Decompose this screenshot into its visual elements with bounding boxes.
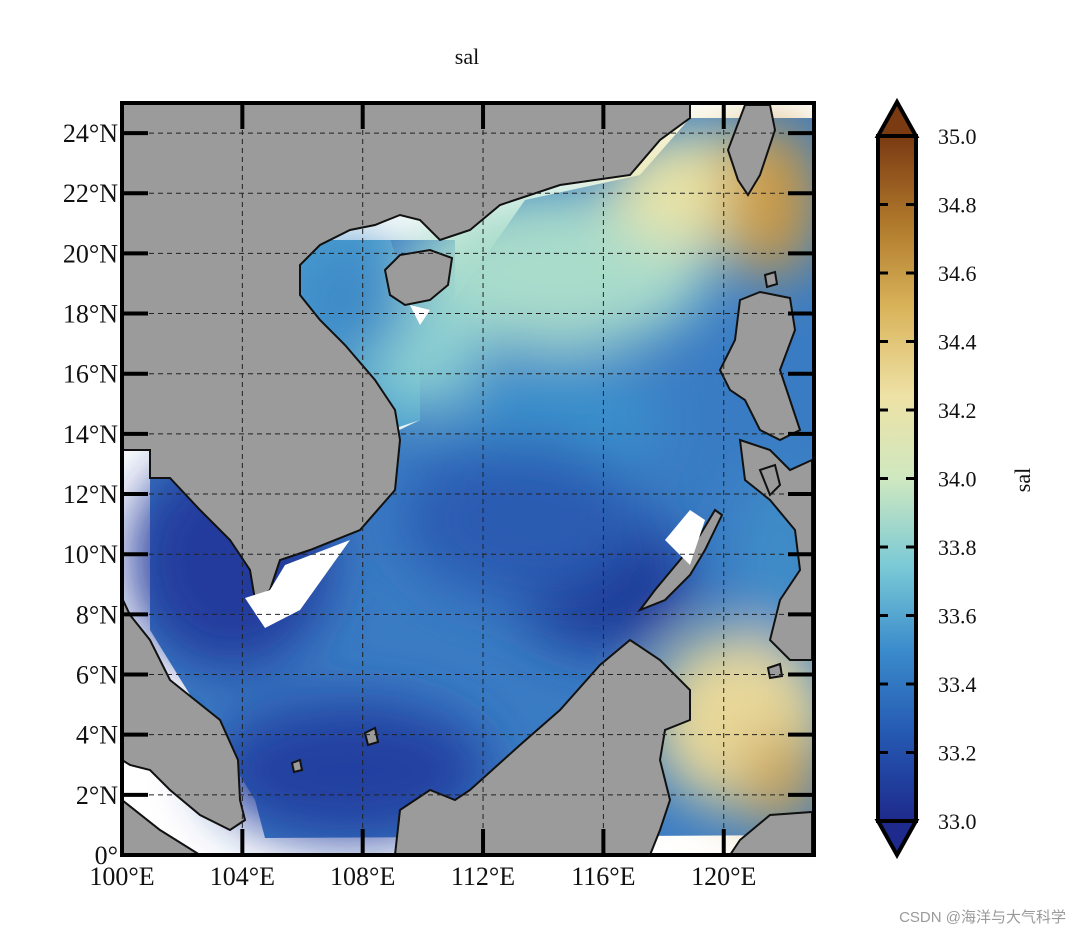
colorbar-extend-top [874,97,920,138]
xtick-label: 104°E [210,862,275,891]
xtick-label: 120°E [691,862,756,891]
ytick-label: 10°N [63,540,118,569]
colorbar-label: sal [1010,468,1035,492]
ytick-label: 20°N [63,239,118,268]
latitude-labels: 0° 2°N 4°N 6°N 8°N 10°N 12°N 14°N 16°N 18°N 20°N 22… [63,119,118,870]
colorbar-tick-label: 33.2 [938,741,977,766]
palawan-island [637,508,724,613]
borneo-island [393,638,691,855]
colorbar-tick-label: 34.2 [938,398,977,423]
xtick-label: 108°E [330,862,395,891]
taiwan-island [726,104,777,197]
longitude-labels: 100°E 104°E 108°E 112°E 116°E 120°E [89,862,756,891]
ytick-label: 6°N [76,661,118,690]
ytick-label: 16°N [63,360,118,389]
colorbar-tick-label: 34.0 [938,467,977,492]
figure-title: sal [455,44,479,69]
ytick-label: 8°N [76,600,118,629]
colorbar-extend-bottom [874,819,920,860]
colorbar-tick-label: 34.6 [938,261,977,286]
colorbar-ticks [878,134,916,823]
ytick-label: 2°N [76,781,118,810]
ytick-label: 4°N [76,721,118,750]
ytick-label: 14°N [63,420,118,449]
sumatra [122,798,202,855]
map-frame [120,101,816,857]
colorbar-tick-label: 33.8 [938,535,977,560]
xtick-label: 100°E [89,862,154,891]
map-panel [122,103,814,855]
colorbar-tick-label: 35.0 [938,124,977,149]
xtick-label: 116°E [571,862,635,891]
malay-peninsula [122,597,247,832]
map-ticks [120,103,814,857]
ytick-label: 24°N [63,119,118,148]
ytick-label: 12°N [63,480,118,509]
asian-mainland [122,103,691,602]
colorbar-tick-label: 34.4 [938,330,977,355]
colorbar-tick-label: 34.8 [938,193,977,218]
watermark: CSDN @海洋与大气科学 [899,909,1066,926]
xtick-label: 112°E [451,862,515,891]
ytick-label: 18°N [63,300,118,329]
land-masses [122,103,813,855]
colorbar: 33.0 33.2 33.4 33.6 33.8 34.0 34.2 34.4 34.6 34.8… [874,97,1035,860]
map-grid [122,103,814,855]
colorbar-tick-label: 33.4 [938,672,977,697]
ytick-label: 0° [95,841,118,870]
colorbar-tick-label: 33.0 [938,809,977,834]
mindoro-island [758,463,782,497]
no-data-areas [245,305,705,628]
ytick-label: 22°N [63,179,118,208]
colorbar-tick-labels: 33.0 33.2 33.4 33.6 33.8 34.0 34.2 34.4 34.6 34.8… [938,124,977,834]
colorbar-tick-label: 33.6 [938,604,977,629]
